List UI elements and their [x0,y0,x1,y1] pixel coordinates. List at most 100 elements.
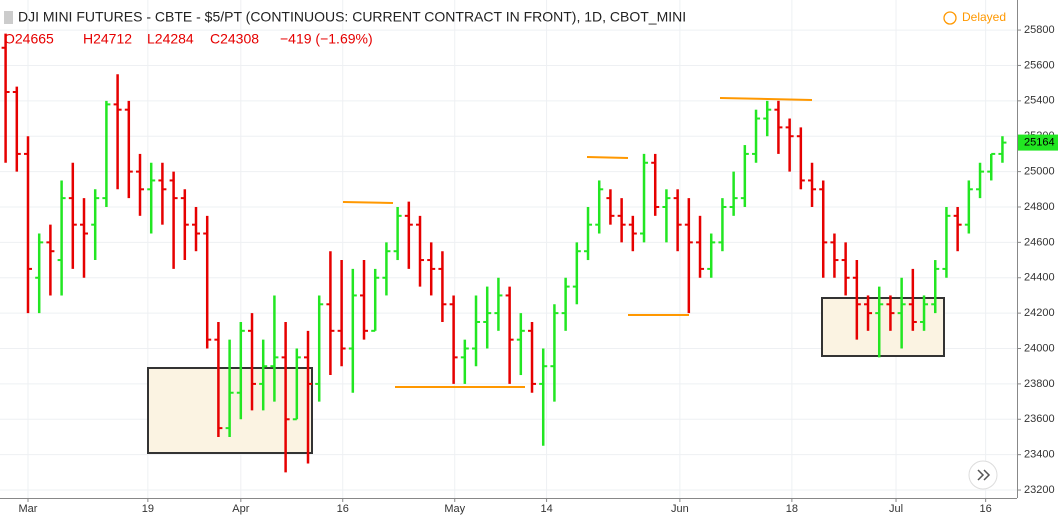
ohlc-bar [169,171,178,269]
ohlc-bar [337,260,346,367]
legend-change: −419 (−1.69%) [280,31,373,47]
last-price-box [1018,134,1058,151]
ohlc-bar [505,286,514,384]
ohlc-bar [617,198,626,243]
ohlc-bar [203,215,212,349]
ohlc-bar [304,330,313,464]
ohlc-bar [360,260,369,340]
ohlc-bar [774,100,783,154]
ohlc-bar [80,198,89,278]
y-tick-label: 23200 [1024,484,1055,496]
ohlc-bar [124,100,133,199]
ohlc-bar [393,206,402,261]
x-tick-label: Mar [19,503,38,515]
ohlc-bar [684,198,693,314]
ohlc-bar [584,206,593,261]
legend-high: H24712 [83,31,132,47]
ohlc-bar [348,268,357,393]
ohlc-bar [908,268,917,331]
x-tick-label: 16 [980,503,992,515]
ohlc-bar [897,277,906,349]
ohlc-bar [35,233,44,314]
bars [1,33,1007,473]
legend-low: L24284 [147,31,194,47]
x-tick-label: Jun [671,503,689,515]
ohlc-bar [236,321,245,420]
ohlc-bar [920,295,929,331]
range-box [821,297,945,357]
ohlc-bar [561,277,570,331]
ohlc-bar [292,348,301,421]
ohlc-bar [550,304,559,402]
ohlc-bar [516,313,525,376]
ohlc-bar [953,206,962,252]
x-tick-label: May [444,503,465,515]
ohlc-bar [572,242,581,305]
ohlc-bar [606,189,615,225]
ohlc-bar [931,260,940,314]
legend-open: O24665 [4,31,54,47]
ohlc-bar [942,206,951,278]
ohlc-bar [404,201,413,269]
x-tick-label: 16 [337,503,349,515]
ohlc-bar [628,215,637,252]
ohlc-bar [539,348,548,446]
x-tick-label: Apr [232,503,249,515]
x-tick-label: 14 [540,503,552,515]
y-tick-label: 24200 [1024,307,1055,319]
y-tick-label: 25400 [1024,95,1055,107]
ohlc-bar [819,180,828,278]
x-tick-label: 18 [786,503,798,515]
ohlc-bar [91,189,100,261]
ohlc-bar [136,153,145,216]
delayed-status[interactable]: Delayed [962,10,1006,24]
ohlc-bar [964,180,973,234]
ohlc-bar [763,100,772,137]
last-price-label: 25164 [1024,136,1055,148]
legend-close: C24308 [210,31,259,47]
ohlc-bar [102,100,111,207]
ohlc-bar [113,74,122,190]
x-tick-label: 19 [142,503,154,515]
delayed-icon [943,11,957,25]
ohlc-bar [696,215,705,278]
ohlc-bar [382,242,391,296]
y-tick-label: 23600 [1024,413,1055,425]
ohlc-bar [24,136,33,314]
ohlc-bar [326,251,335,376]
ohlc-bar [673,189,682,252]
scroll-icon[interactable] [977,469,991,481]
ohlc-bar [57,180,66,296]
ohlc-bar [225,339,234,437]
ohlc-bar [472,295,481,367]
ohlc-bar [886,295,895,331]
ohlc-bar [729,171,738,216]
ohlc-bar [192,206,201,252]
scroll-button[interactable] [968,460,998,490]
ohlc-bar [248,313,257,411]
x-tick-label: Jul [889,503,903,515]
ohlc-bar [998,136,1007,163]
ohlc-bar [438,251,447,322]
y-tick-label: 24000 [1024,342,1055,354]
ohlc-bar [416,215,425,287]
ohlc-bar [662,189,671,243]
y-tick-label: 25600 [1024,59,1055,71]
y-tick-label: 23800 [1024,378,1055,390]
y-tick-label: 25000 [1024,166,1055,178]
ohlc-bar [651,153,660,216]
symbol-icon [4,11,13,24]
y-tick-label: 23400 [1024,449,1055,461]
ohlc-bar [371,268,380,332]
ohlc-bar [494,277,503,331]
ohlc-bar [449,295,458,384]
ohlc-bar [864,295,873,331]
ohlc-bar [718,198,727,252]
ohlc-bar [841,242,850,296]
ohlc-bar [740,145,749,207]
ohlc-bar [483,286,492,349]
ohlc-bar [315,295,324,402]
ohlc-bar [180,189,189,261]
ohlc-bar [1,33,10,163]
